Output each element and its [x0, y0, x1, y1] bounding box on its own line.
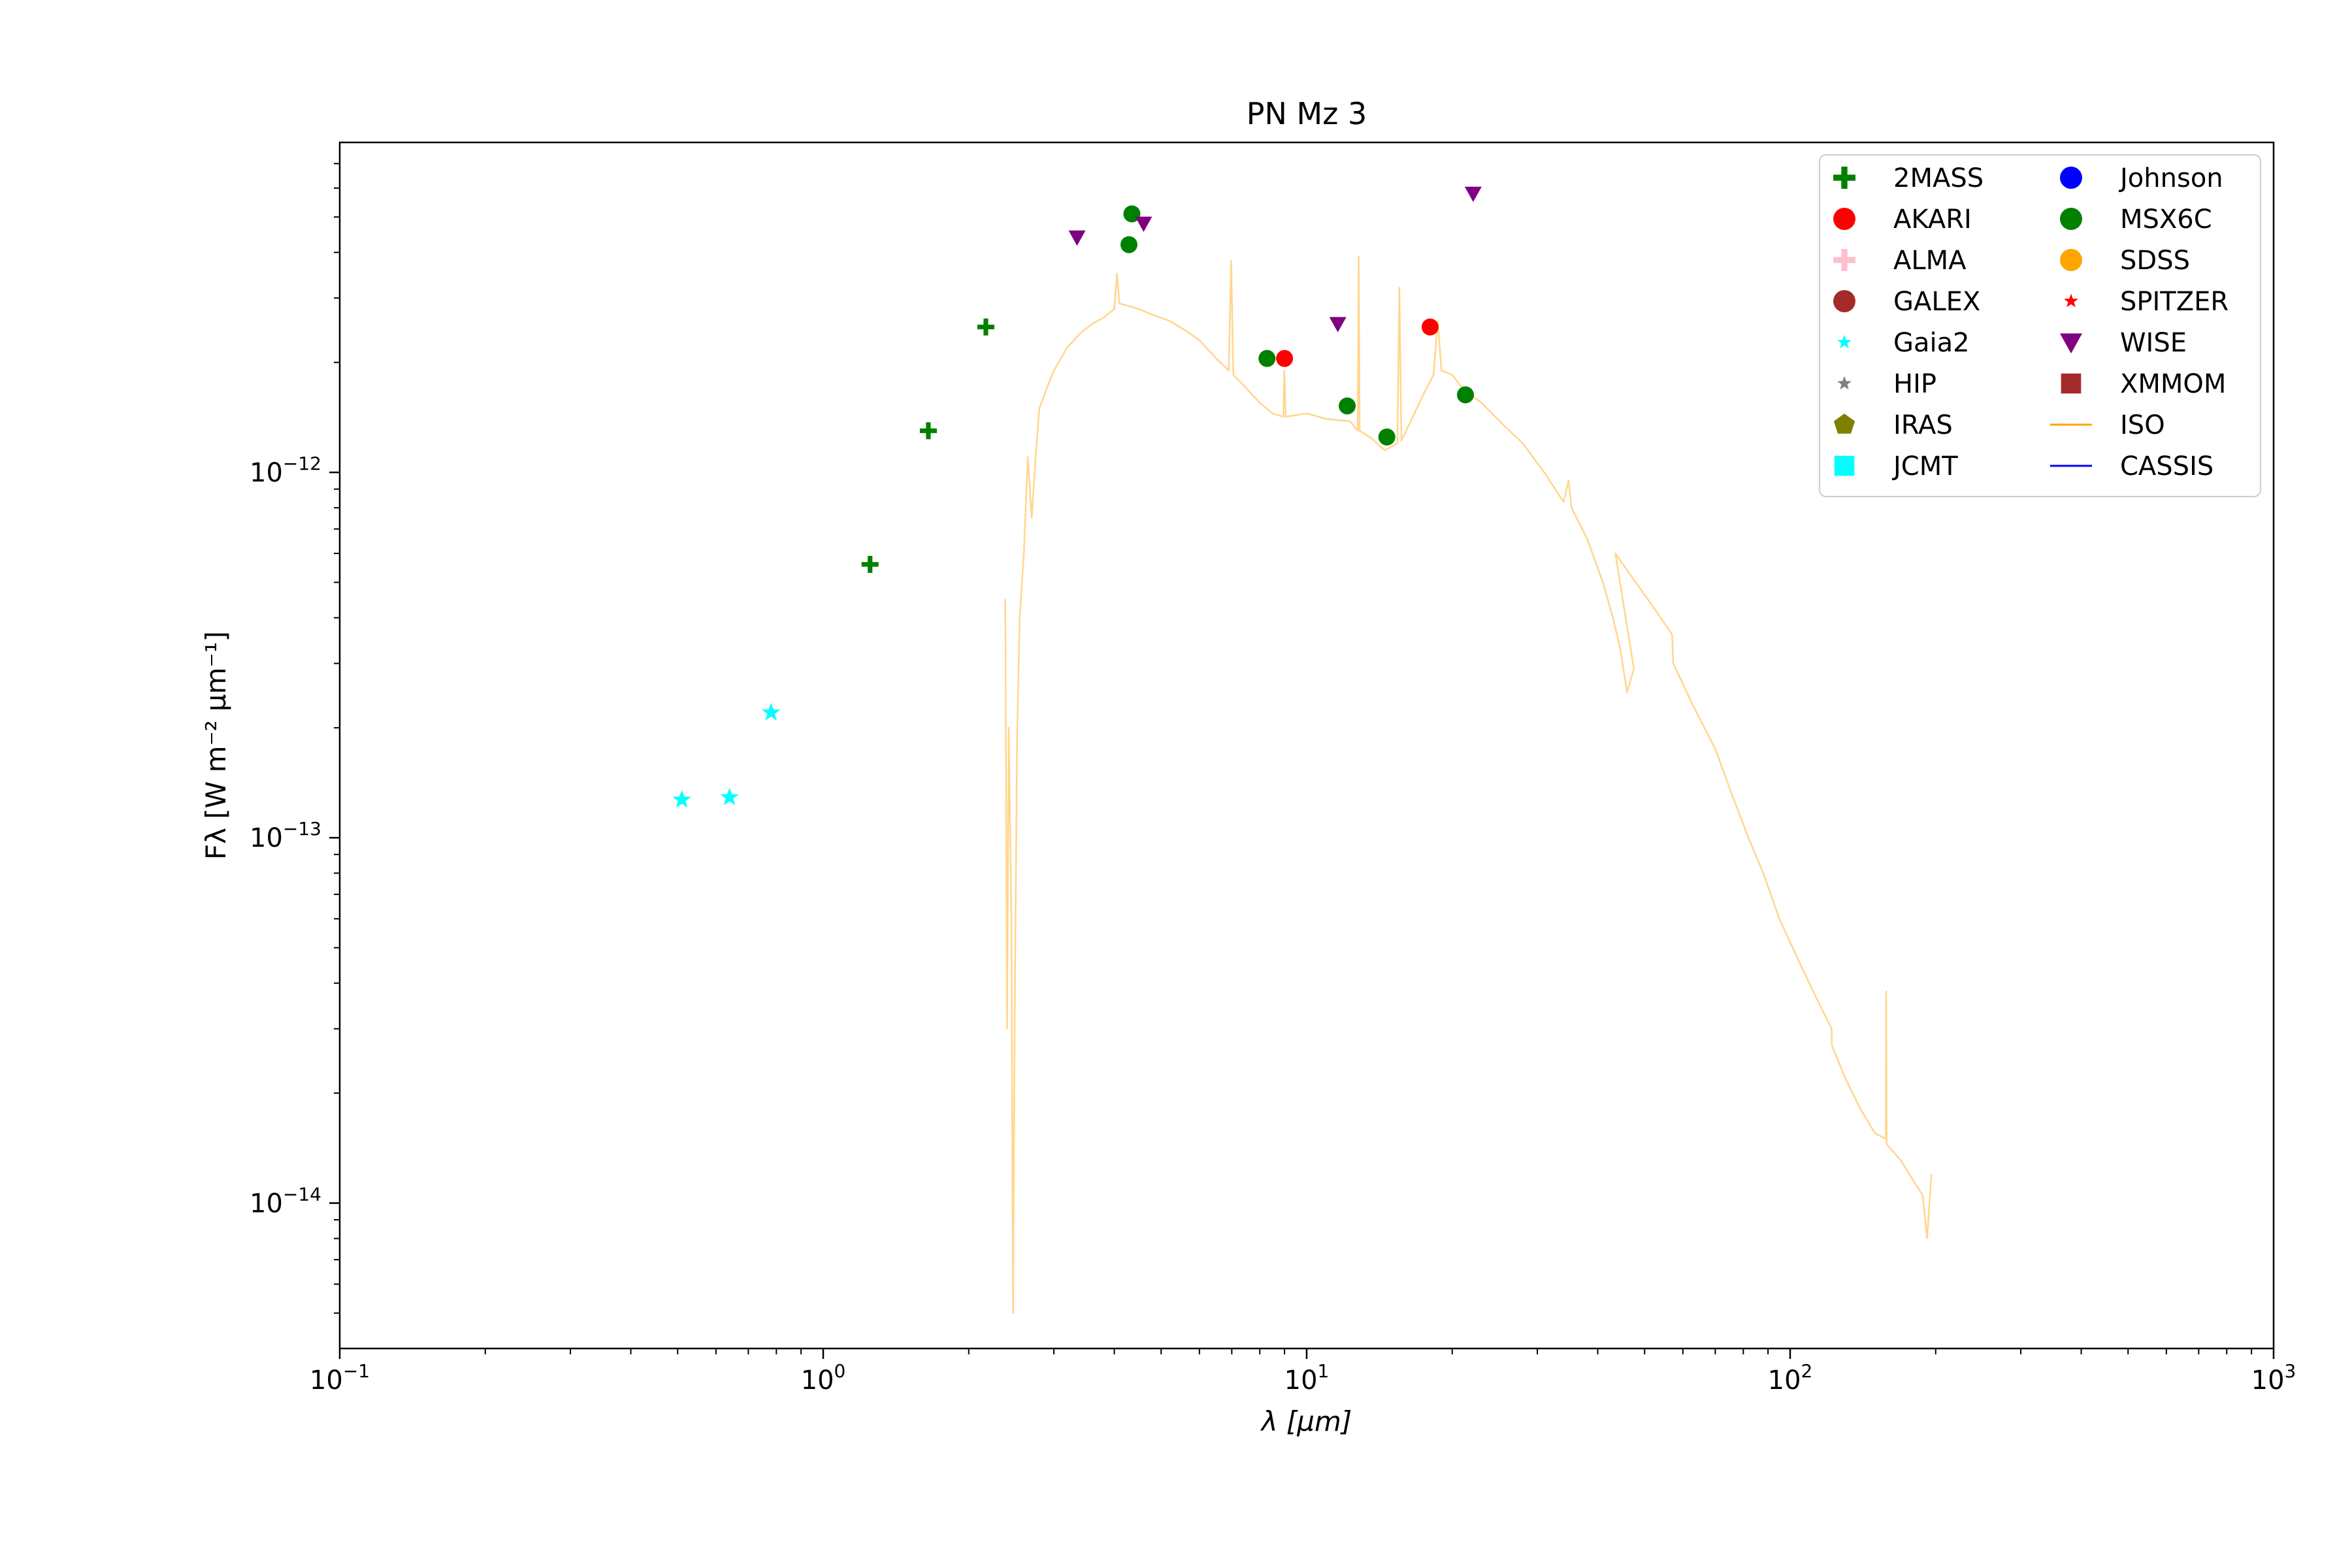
- legend-label: MSX6C: [2120, 204, 2212, 235]
- x-tick-label: 103: [2251, 1360, 2296, 1396]
- point-msx6c-3: [1339, 397, 1356, 415]
- point-gaia2-0: [672, 790, 691, 808]
- legend-label: AKARI: [1893, 204, 1972, 235]
- legend-label: XMMOM: [2120, 369, 2226, 399]
- legend-box: [1819, 154, 2261, 497]
- legend-label: Gaia2: [1893, 328, 1970, 358]
- legend-item-wise: WISE: [2060, 328, 2187, 358]
- point-msx6c-0: [1120, 236, 1138, 253]
- legend-item-spitzer: SPITZER: [2064, 287, 2229, 317]
- legend-swatch: [1837, 335, 1852, 349]
- legend-swatch: [1833, 167, 1855, 189]
- legend-swatch: [1833, 290, 1855, 312]
- x-axis-ticks: 10−1 100 101 102 103: [310, 1348, 2296, 1396]
- legend-item-xmmom: XMMOM: [2061, 369, 2226, 399]
- legend-swatch: [1833, 208, 1855, 230]
- legend-label: SDSS: [2120, 246, 2190, 276]
- point-gaia2-1: [720, 787, 739, 806]
- legend-item-alma: ALMA: [1833, 246, 1967, 276]
- legend-label: CASSIS: [2120, 451, 2213, 482]
- point-wise-3: [1464, 186, 1482, 203]
- legend-label: ALMA: [1893, 246, 1967, 276]
- x-tick-label: 102: [1768, 1360, 1813, 1396]
- series-line-iso: [1004, 255, 1933, 1315]
- legend-label: ISO: [2120, 410, 2165, 440]
- legend-swatch: [2060, 208, 2082, 230]
- point-2mass-0: [861, 555, 879, 573]
- legend-swatch: [2061, 373, 2082, 394]
- y-tick-label: 10−12: [250, 453, 321, 488]
- legend-item-msx6c: MSX6C: [2060, 204, 2212, 235]
- legend-item-cassis: CASSIS: [2050, 451, 2213, 482]
- legend-swatch: [2060, 333, 2082, 353]
- y-tick-label: 10−14: [250, 1183, 321, 1218]
- legend-item-jcmt: JCMT: [1834, 451, 1958, 482]
- point-akari-0: [1276, 350, 1294, 367]
- legend-item-iso: ISO: [2050, 410, 2165, 440]
- legend-item-akari: AKARI: [1833, 204, 1972, 235]
- legend-label: 2MASS: [1893, 163, 1984, 193]
- x-tick-label: 10−1: [310, 1360, 370, 1396]
- legend-swatch: [1837, 376, 1852, 390]
- legend-label: HIP: [1893, 369, 1936, 399]
- legend-item-iras: IRAS: [1833, 410, 1953, 440]
- legend-label: GALEX: [1893, 287, 1980, 317]
- point-wise-1: [1135, 216, 1152, 233]
- x-axis-label: λ [μm]: [1260, 1405, 1352, 1437]
- y-axis-label: Fλ [W m⁻² μm⁻¹]: [200, 631, 232, 860]
- legend-label: JCMT: [1891, 451, 1958, 482]
- point-wise-2: [1329, 317, 1347, 333]
- legend-item-hip: HIP: [1837, 369, 1936, 399]
- legend-swatch: [2060, 249, 2082, 271]
- legend-item-sdss: SDSS: [2060, 246, 2190, 276]
- point-msx6c-2: [1258, 350, 1276, 367]
- data-markers-layer: [672, 186, 1482, 808]
- y-axis-ticks: 10−14 10−13 10−12: [250, 163, 340, 1314]
- chart-title: PN Mz 3: [1247, 96, 1367, 131]
- legend-swatch: [2064, 293, 2078, 308]
- legend-item-2mass: 2MASS: [1833, 163, 1984, 193]
- point-2mass-2: [977, 318, 994, 336]
- legend-item-galex: GALEX: [1833, 287, 1980, 317]
- legend-item-johnson: Johnson: [2060, 163, 2223, 193]
- legend-item-gaia2: Gaia2: [1837, 328, 1970, 358]
- legend-swatch: [1833, 249, 1855, 271]
- legend: 2MASS AKARI ALMA GALEX Gaia2 HIP IRAS JCMT Johns…: [1819, 154, 2261, 497]
- x-tick-label: 101: [1284, 1360, 1330, 1396]
- point-akari-1: [1421, 318, 1439, 336]
- iso-spectrum-layer: [1004, 255, 1933, 1315]
- legend-label: Johnson: [2118, 163, 2223, 193]
- legend-swatch: [1833, 414, 1855, 434]
- point-msx6c-5: [1457, 386, 1475, 404]
- point-gaia2-2: [761, 702, 781, 721]
- point-2mass-1: [919, 422, 937, 440]
- point-wise-0: [1068, 230, 1086, 246]
- y-tick-label: 10−13: [250, 818, 321, 853]
- legend-swatch: [1834, 455, 1855, 476]
- legend-swatch: [2060, 167, 2082, 189]
- legend-label: IRAS: [1893, 410, 1953, 440]
- legend-label: SPITZER: [2120, 287, 2229, 317]
- legend-label: WISE: [2120, 328, 2187, 358]
- x-tick-label: 100: [801, 1360, 846, 1396]
- point-msx6c-4: [1378, 428, 1396, 446]
